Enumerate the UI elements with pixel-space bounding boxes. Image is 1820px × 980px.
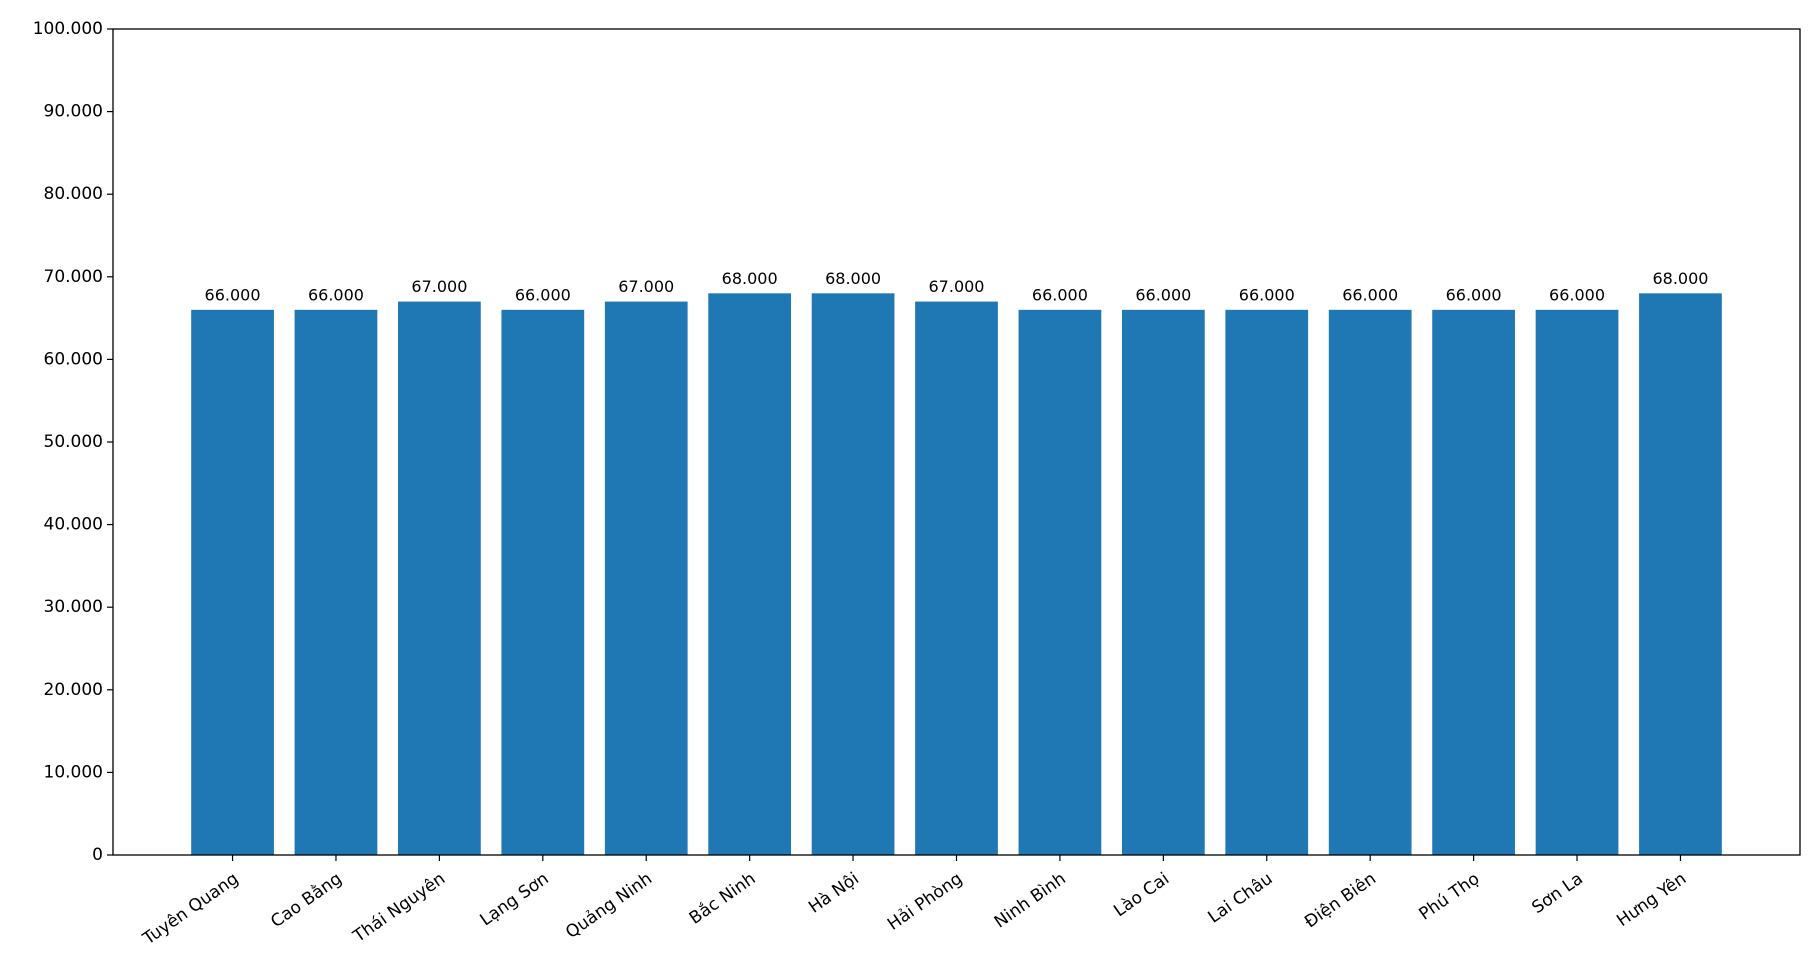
x-tick-label: Hải Phòng [884, 869, 966, 935]
y-tick-label: 50.000 [44, 432, 103, 452]
bar [191, 309, 274, 856]
x-tick-label: Lào Cai [1110, 869, 1173, 921]
y-tick-label: 90.000 [44, 102, 103, 122]
bar [915, 301, 998, 856]
x-tick-label: Phú Thọ [1416, 869, 1484, 925]
y-tick-label: 30.000 [44, 597, 103, 617]
value-label: 67.000 [929, 277, 985, 296]
value-label: 68.000 [1652, 269, 1708, 288]
value-label: 66.000 [1342, 285, 1398, 304]
value-label: 66.000 [308, 285, 364, 304]
x-tick-label: Lạng Sơn [477, 869, 553, 931]
bar [398, 301, 481, 856]
value-label: 67.000 [411, 277, 467, 296]
value-label: 68.000 [722, 269, 778, 288]
bar [501, 309, 585, 856]
bar [294, 309, 378, 856]
bar [811, 293, 895, 855]
x-tick-label: Quảng Ninh [562, 869, 656, 943]
x-tick-label: Bắc Ninh [685, 868, 759, 929]
value-label: 66.000 [1549, 285, 1605, 304]
bar [1432, 309, 1515, 856]
y-tick-label: 10.000 [44, 762, 103, 782]
value-label: 67.000 [618, 277, 674, 296]
bar [1018, 309, 1102, 856]
bar [1225, 309, 1309, 856]
y-tick-label: 60.000 [44, 349, 103, 369]
y-tick-label: 40.000 [44, 515, 103, 535]
y-tick-label: 100.000 [33, 19, 103, 39]
bar [1639, 293, 1722, 855]
value-label: 66.000 [1135, 285, 1191, 304]
x-tick-label: Điện Biên [1301, 869, 1380, 933]
x-tick-label: Tuyên Quang [139, 869, 243, 950]
value-label: 66.000 [1032, 285, 1088, 304]
x-tick-label: Sơn La [1528, 869, 1586, 918]
bar [1328, 309, 1412, 856]
x-tick-label: Thái Nguyên [349, 869, 449, 947]
bar [708, 293, 792, 855]
value-label: 66.000 [515, 285, 571, 304]
bar [1535, 309, 1619, 856]
y-tick-label: 70.000 [44, 267, 103, 287]
value-label: 68.000 [825, 269, 881, 288]
y-tick-label: 80.000 [44, 184, 103, 204]
value-label: 66.000 [1446, 285, 1502, 304]
value-label: 66.000 [1239, 285, 1295, 304]
bar [1121, 309, 1205, 856]
y-tick-label: 20.000 [44, 680, 103, 700]
y-tick-label: 0 [92, 845, 103, 865]
x-tick-label: Cao Bằng [267, 868, 346, 932]
bar [604, 301, 688, 856]
x-tick-label: Hưng Yên [1613, 869, 1690, 931]
x-tick-label: Hà Nội [805, 869, 863, 918]
x-tick-label: Lai Châu [1205, 869, 1277, 928]
x-tick-label: Ninh Bình [991, 869, 1070, 933]
value-label: 66.000 [205, 285, 261, 304]
